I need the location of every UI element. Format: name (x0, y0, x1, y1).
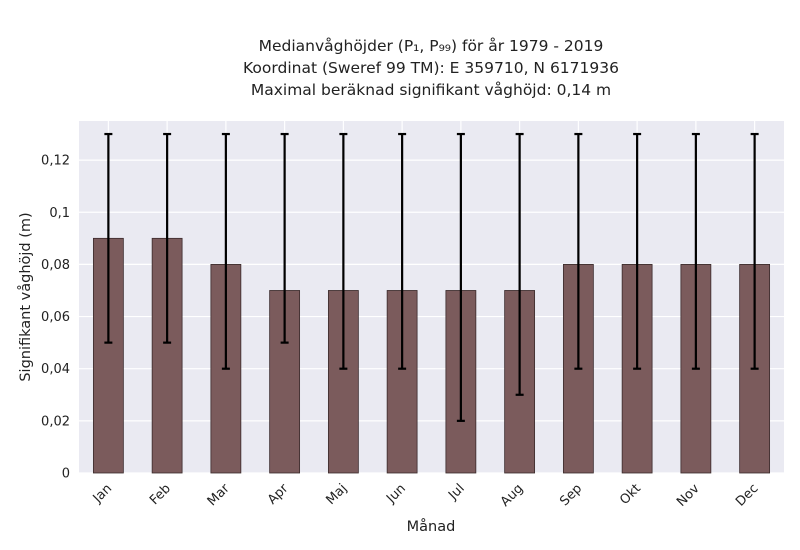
y-tick-label: 0,02 (41, 414, 70, 429)
x-tick-label-aug: Aug (498, 481, 527, 510)
error-bar-mar (221, 132, 230, 370)
x-tick-label-okt: Okt (617, 481, 644, 508)
x-tick-label-jun: Jun (383, 481, 409, 507)
x-axis-label: Månad (407, 518, 456, 535)
y-tick-label: 0,1 (49, 206, 70, 221)
error-bar-nov (691, 132, 700, 370)
x-tick-label-apr: Apr (265, 481, 292, 508)
y-tick-label: 0,06 (41, 310, 70, 325)
chart-title: Medianvåghöjder (P₁, P₉₉) för år 1979 - … (243, 37, 619, 99)
x-tick-label-nov: Nov (674, 481, 703, 510)
y-tick-label: 0,08 (41, 258, 70, 273)
x-tick-label-feb: Feb (147, 481, 174, 508)
error-bar-maj (339, 132, 348, 370)
x-tick-label-mar: Mar (205, 481, 233, 509)
error-bars (104, 132, 759, 422)
error-bar-jun (398, 132, 407, 370)
y-tick-label: 0,12 (41, 154, 70, 169)
error-bar-aug (515, 132, 524, 396)
x-tick-label-jul: Jul (445, 481, 467, 503)
plot-area (79, 121, 784, 473)
y-tick-labels: 0 0,02 0,04 0,06 0,08 0,1 0,12 (41, 154, 70, 482)
error-bar-apr (280, 132, 289, 344)
x-tick-label-maj: Maj (323, 481, 350, 508)
error-bar-okt (633, 132, 642, 370)
x-tick-label-sep: Sep (557, 481, 585, 509)
x-tick-labels: Jan Feb Mar Apr Maj Jun Jul Aug Sep Okt Nov Dec (90, 481, 762, 510)
y-axis-label: Signifikant våghöjd (m) (17, 212, 34, 381)
title-line-1: Medianvåghöjder (P₁, P₉₉) för år 1979 - … (259, 37, 604, 55)
y-tick-label: 0,04 (41, 362, 70, 377)
error-bar-feb (163, 132, 172, 344)
title-line-3: Maximal beräknad signifikant våghöjd: 0,… (251, 81, 611, 99)
error-bar-jan (104, 132, 113, 344)
title-line-2: Koordinat (Sweref 99 TM): E 359710, N 61… (243, 59, 619, 77)
x-tick-label-dec: Dec (733, 481, 761, 509)
error-bar-sep (574, 132, 583, 370)
error-bar-jul (456, 132, 465, 422)
y-tick-label: 0 (62, 467, 70, 482)
x-tick-label-jan: Jan (90, 481, 115, 506)
error-bar-dec (750, 132, 759, 370)
